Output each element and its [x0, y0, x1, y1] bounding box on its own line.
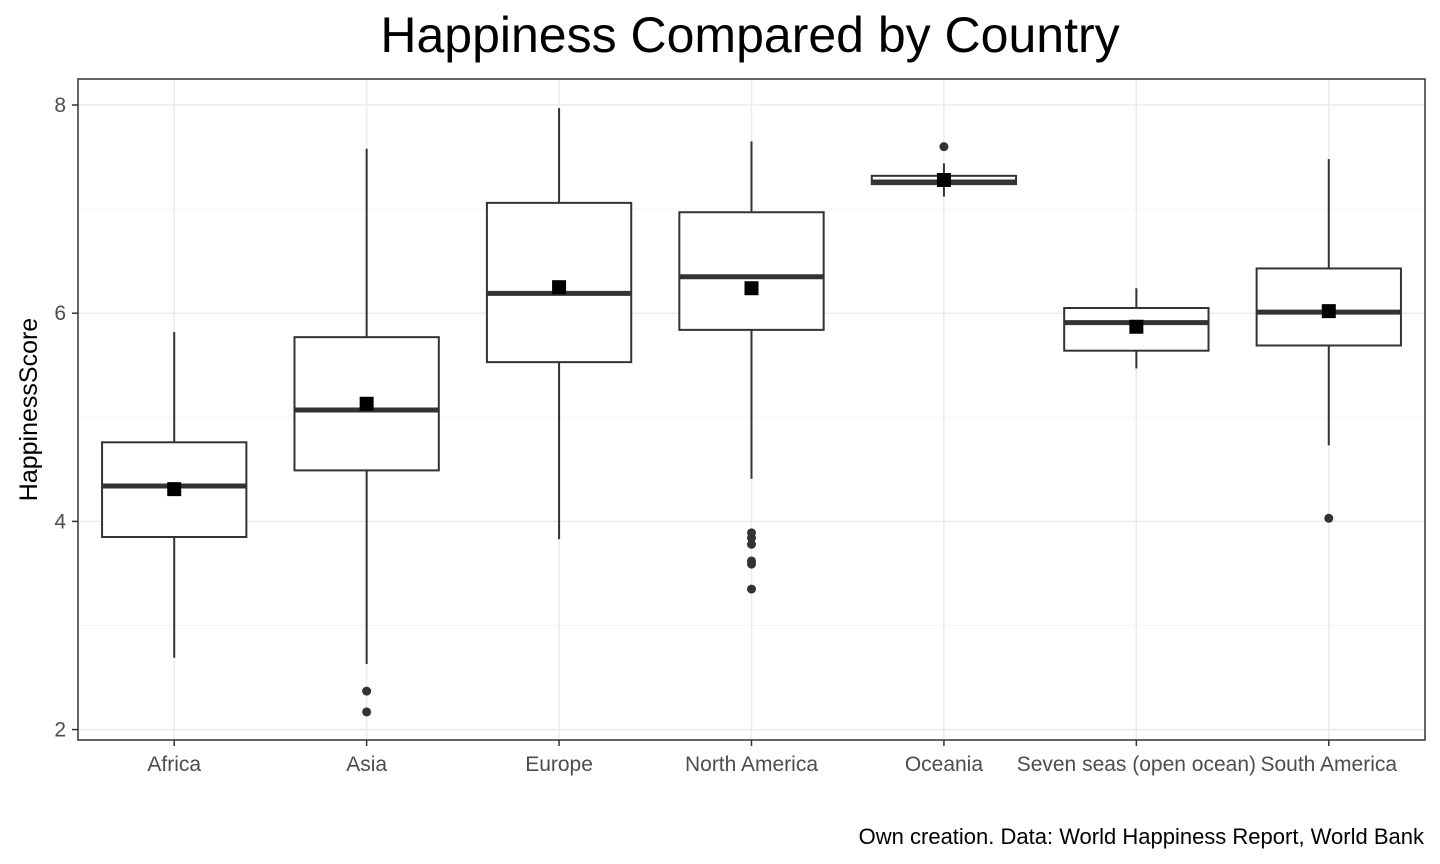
x-tick-label: North America — [685, 753, 818, 776]
box-group — [678, 141, 825, 594]
x-tick-label: Seven seas (open ocean) — [1017, 753, 1256, 776]
y-axis: 2 4 6 8 — [54, 94, 78, 742]
box-group — [485, 108, 633, 540]
box-group — [1255, 159, 1402, 523]
box — [678, 211, 825, 331]
y-tick-label: 6 — [54, 302, 66, 325]
mean-marker — [552, 280, 567, 295]
outlier-point — [1324, 513, 1334, 523]
x-tick-label: Africa — [147, 753, 201, 776]
mean-marker — [936, 172, 951, 187]
mean-marker — [744, 281, 759, 296]
mean-marker — [1321, 304, 1336, 319]
outlier-point — [747, 533, 756, 543]
box-group — [1063, 288, 1210, 369]
x-tick-label: Asia — [346, 753, 387, 776]
outlier-point — [362, 686, 372, 696]
chart-title: Happiness Compared by Country — [380, 7, 1120, 63]
outlier-point — [939, 142, 949, 152]
boxes-layer — [101, 108, 1402, 717]
box-group — [101, 331, 248, 658]
y-tick-label: 2 — [54, 719, 66, 742]
y-axis-label: HappinessScore — [15, 318, 43, 501]
x-tick-label: Europe — [525, 753, 593, 776]
mean-marker — [167, 482, 182, 497]
x-axis: Africa Asia Europe North America Oceania Seve… — [147, 740, 1397, 776]
mean-marker — [1129, 319, 1144, 334]
mean-marker — [359, 396, 374, 411]
x-tick-label: South America — [1260, 753, 1397, 776]
chart-caption: Own creation. Data: World Happiness Repo… — [858, 824, 1424, 849]
x-tick-label: Oceania — [905, 753, 984, 776]
outlier-point — [747, 539, 756, 549]
box-group — [870, 142, 1018, 197]
box-group — [293, 148, 440, 717]
outlier-point — [747, 559, 756, 569]
outlier-point — [747, 584, 756, 594]
y-tick-label: 4 — [54, 510, 66, 533]
y-tick-label: 8 — [54, 94, 66, 117]
outlier-point — [362, 707, 372, 717]
